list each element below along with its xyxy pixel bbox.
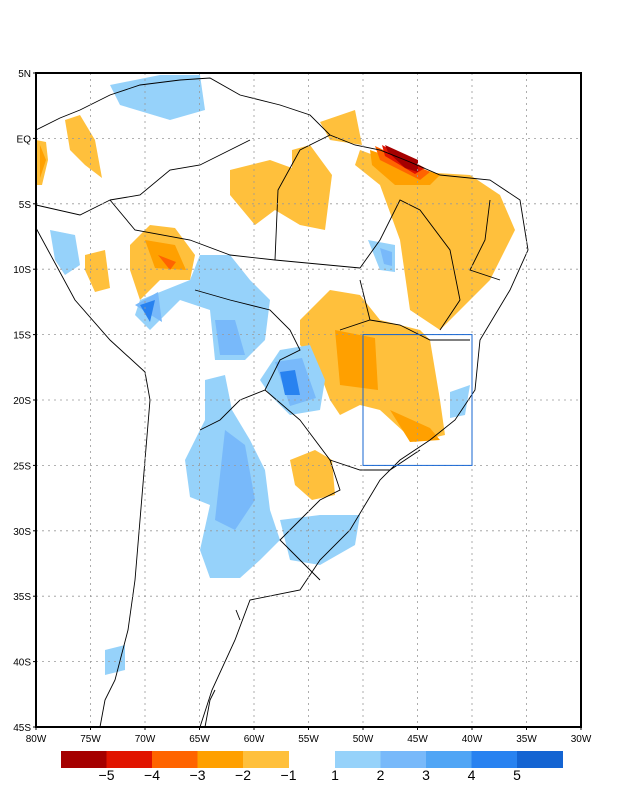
anomaly-contour (145, 240, 186, 270)
colorbar-label: −1 (281, 767, 297, 783)
grid-lines (36, 73, 581, 727)
coastline (194, 289, 301, 431)
lon-label: 35W (516, 734, 537, 745)
colorbar-label: 1 (331, 767, 339, 783)
latitude-labels: 5N EQ 5S 10S 15S 20S 25S 30S 35S 40S 45S (13, 69, 36, 734)
colorbar-swatch-positive (380, 751, 427, 768)
coastline (264, 389, 341, 581)
anomaly-contour (280, 370, 300, 395)
colorbar-swatch-positive (426, 751, 472, 768)
lon-label: 30W (571, 734, 592, 745)
coastline (274, 134, 331, 261)
lon-label: 75W (80, 734, 101, 745)
colorbar-label: 4 (468, 767, 476, 783)
coastline (469, 199, 501, 281)
lon-label: 60W (244, 734, 265, 745)
coastline (109, 139, 251, 201)
highlight-box (362, 334, 473, 466)
lon-label: 80W (26, 734, 47, 745)
colorbar-swatch-negative (106, 751, 153, 768)
colorbar: −5 −4 −3 −2 −1 1 2 3 4 5 (61, 751, 563, 783)
anomaly-contour (215, 320, 245, 355)
anomaly-contour (65, 115, 102, 178)
lon-label: 45W (407, 734, 428, 745)
anomaly-contour (85, 250, 110, 292)
anomaly-contour (280, 515, 360, 565)
anomaly-contour (50, 230, 80, 275)
lat-label: 25S (13, 461, 31, 472)
colorbar-swatch-positive (517, 751, 563, 768)
anomaly-contour (380, 248, 392, 266)
lat-label: 5S (19, 200, 32, 211)
lat-label: 5N (18, 69, 31, 80)
anomaly-contour (450, 385, 470, 418)
lat-label: 40S (13, 658, 31, 669)
anomaly-contour (110, 75, 205, 120)
anomaly-contour (320, 110, 362, 145)
coastline (359, 199, 461, 331)
colorbar-label: −4 (144, 767, 160, 783)
anomaly-contour (215, 430, 255, 530)
anomaly-contour (290, 450, 335, 500)
anomaly-contour (158, 255, 176, 270)
coastline (35, 227, 151, 728)
lat-label: 20S (13, 396, 31, 407)
anomaly-contour (390, 410, 440, 442)
colorbar-swatch-negative (197, 751, 244, 768)
lat-label: 45S (13, 723, 31, 734)
colorbar-label: −5 (99, 767, 115, 783)
lat-label: 30S (13, 527, 31, 538)
anomaly-fields (36, 75, 515, 675)
anomaly-contour (140, 300, 155, 322)
lat-label: 15S (13, 331, 31, 342)
coastline (339, 319, 470, 341)
lon-label: 50W (353, 734, 374, 745)
lon-label: 65W (189, 734, 210, 745)
lon-label: 40W (462, 734, 483, 745)
longitude-labels: 80W 75W 70W 65W 60W 55W 50W 45W 40W 35W 30W (26, 727, 592, 745)
anomaly-contour (105, 645, 125, 675)
anomaly-contour (230, 145, 332, 230)
colorbar-swatch-negative (243, 751, 289, 768)
lat-label: 35S (13, 592, 31, 603)
anomaly-contour (40, 145, 46, 178)
lat-label: EQ (17, 134, 32, 145)
anomaly-contour (335, 330, 378, 390)
coastline (35, 77, 529, 728)
coastline (235, 609, 241, 621)
colorbar-label: 5 (513, 767, 521, 783)
coastline (35, 199, 361, 269)
colorbar-label: 3 (422, 767, 430, 783)
colorbar-swatch-positive (471, 751, 518, 768)
lon-label: 70W (135, 734, 156, 745)
coastline (204, 689, 216, 728)
coastlines-borders (35, 77, 529, 728)
colorbar-swatch-negative (152, 751, 198, 768)
colorbar-swatch-negative (61, 751, 107, 768)
lon-label: 55W (298, 734, 319, 745)
lat-label: 10S (13, 265, 31, 276)
colorbar-label: 2 (377, 767, 385, 783)
coastline (359, 279, 371, 321)
colorbar-label: −3 (190, 767, 206, 783)
anomaly-contour (355, 150, 515, 330)
colorbar-swatch-positive (335, 751, 381, 768)
coastline (329, 449, 421, 471)
colorbar-label: −2 (235, 767, 251, 783)
